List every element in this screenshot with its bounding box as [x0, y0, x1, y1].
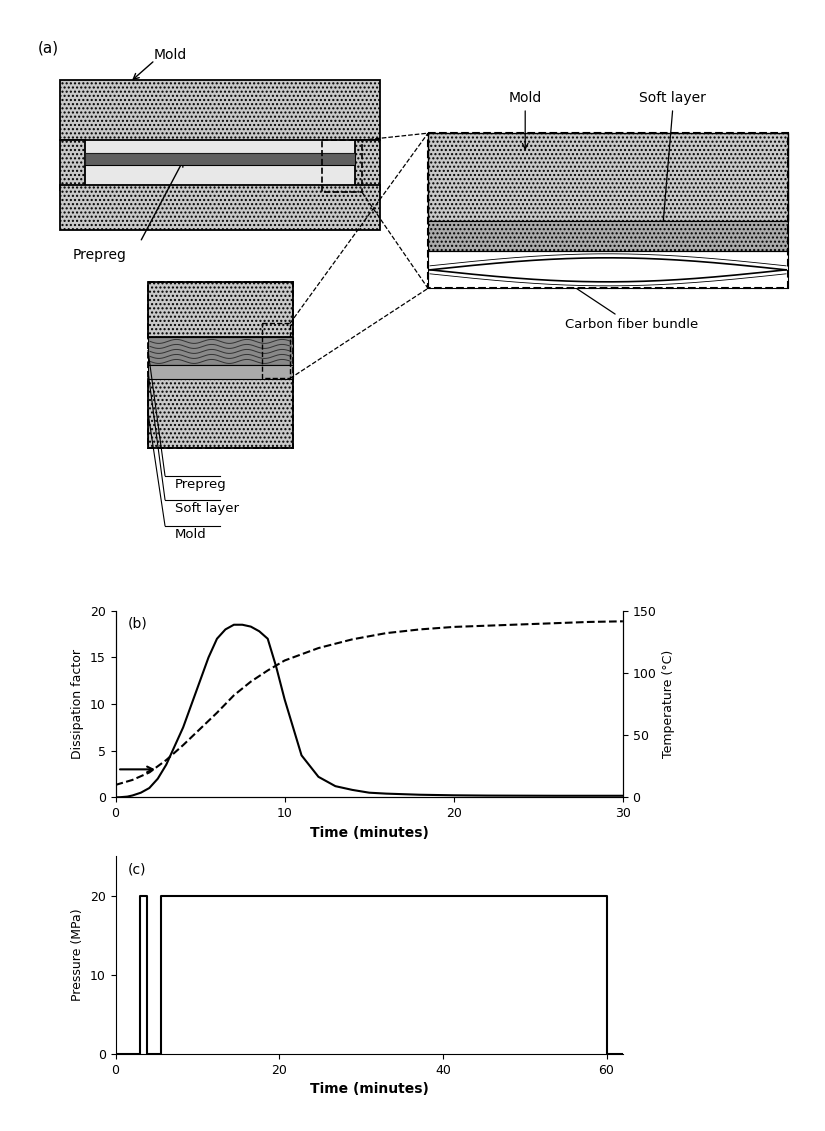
Text: (b): (b) — [128, 616, 148, 630]
Bar — [60, 185, 380, 231]
Bar — [428, 222, 788, 251]
Text: Prepreg: Prepreg — [73, 249, 127, 262]
Y-axis label: Temperature (°C): Temperature (°C) — [662, 650, 675, 758]
Bar — [148, 337, 293, 365]
Text: (c): (c) — [128, 862, 147, 877]
Bar — [60, 140, 85, 190]
Bar — [355, 140, 380, 190]
Bar — [262, 323, 290, 379]
Bar — [148, 283, 293, 337]
Text: Carbon fiber bundle: Carbon fiber bundle — [558, 276, 698, 331]
Bar — [148, 283, 293, 448]
X-axis label: Time (minutes): Time (minutes) — [309, 1082, 429, 1096]
Bar — [428, 251, 788, 288]
Bar — [85, 153, 355, 165]
Y-axis label: Pressure (MPa): Pressure (MPa) — [71, 909, 84, 1001]
Bar — [85, 140, 355, 190]
Y-axis label: Dissipation factor: Dissipation factor — [71, 649, 84, 759]
X-axis label: Time (minutes): Time (minutes) — [309, 826, 429, 839]
Text: Soft layer: Soft layer — [639, 92, 706, 105]
Text: Prepreg: Prepreg — [175, 477, 227, 491]
Text: (a): (a) — [38, 41, 59, 55]
Text: Mold: Mold — [175, 528, 207, 541]
Bar — [428, 133, 788, 222]
Text: Soft layer: Soft layer — [175, 502, 239, 515]
Bar — [428, 133, 788, 288]
Text: Mold: Mold — [508, 92, 542, 105]
Text: Mold: Mold — [153, 48, 186, 62]
Bar — [60, 80, 380, 140]
Bar — [148, 365, 293, 380]
Bar — [322, 140, 362, 192]
Bar — [148, 380, 293, 448]
